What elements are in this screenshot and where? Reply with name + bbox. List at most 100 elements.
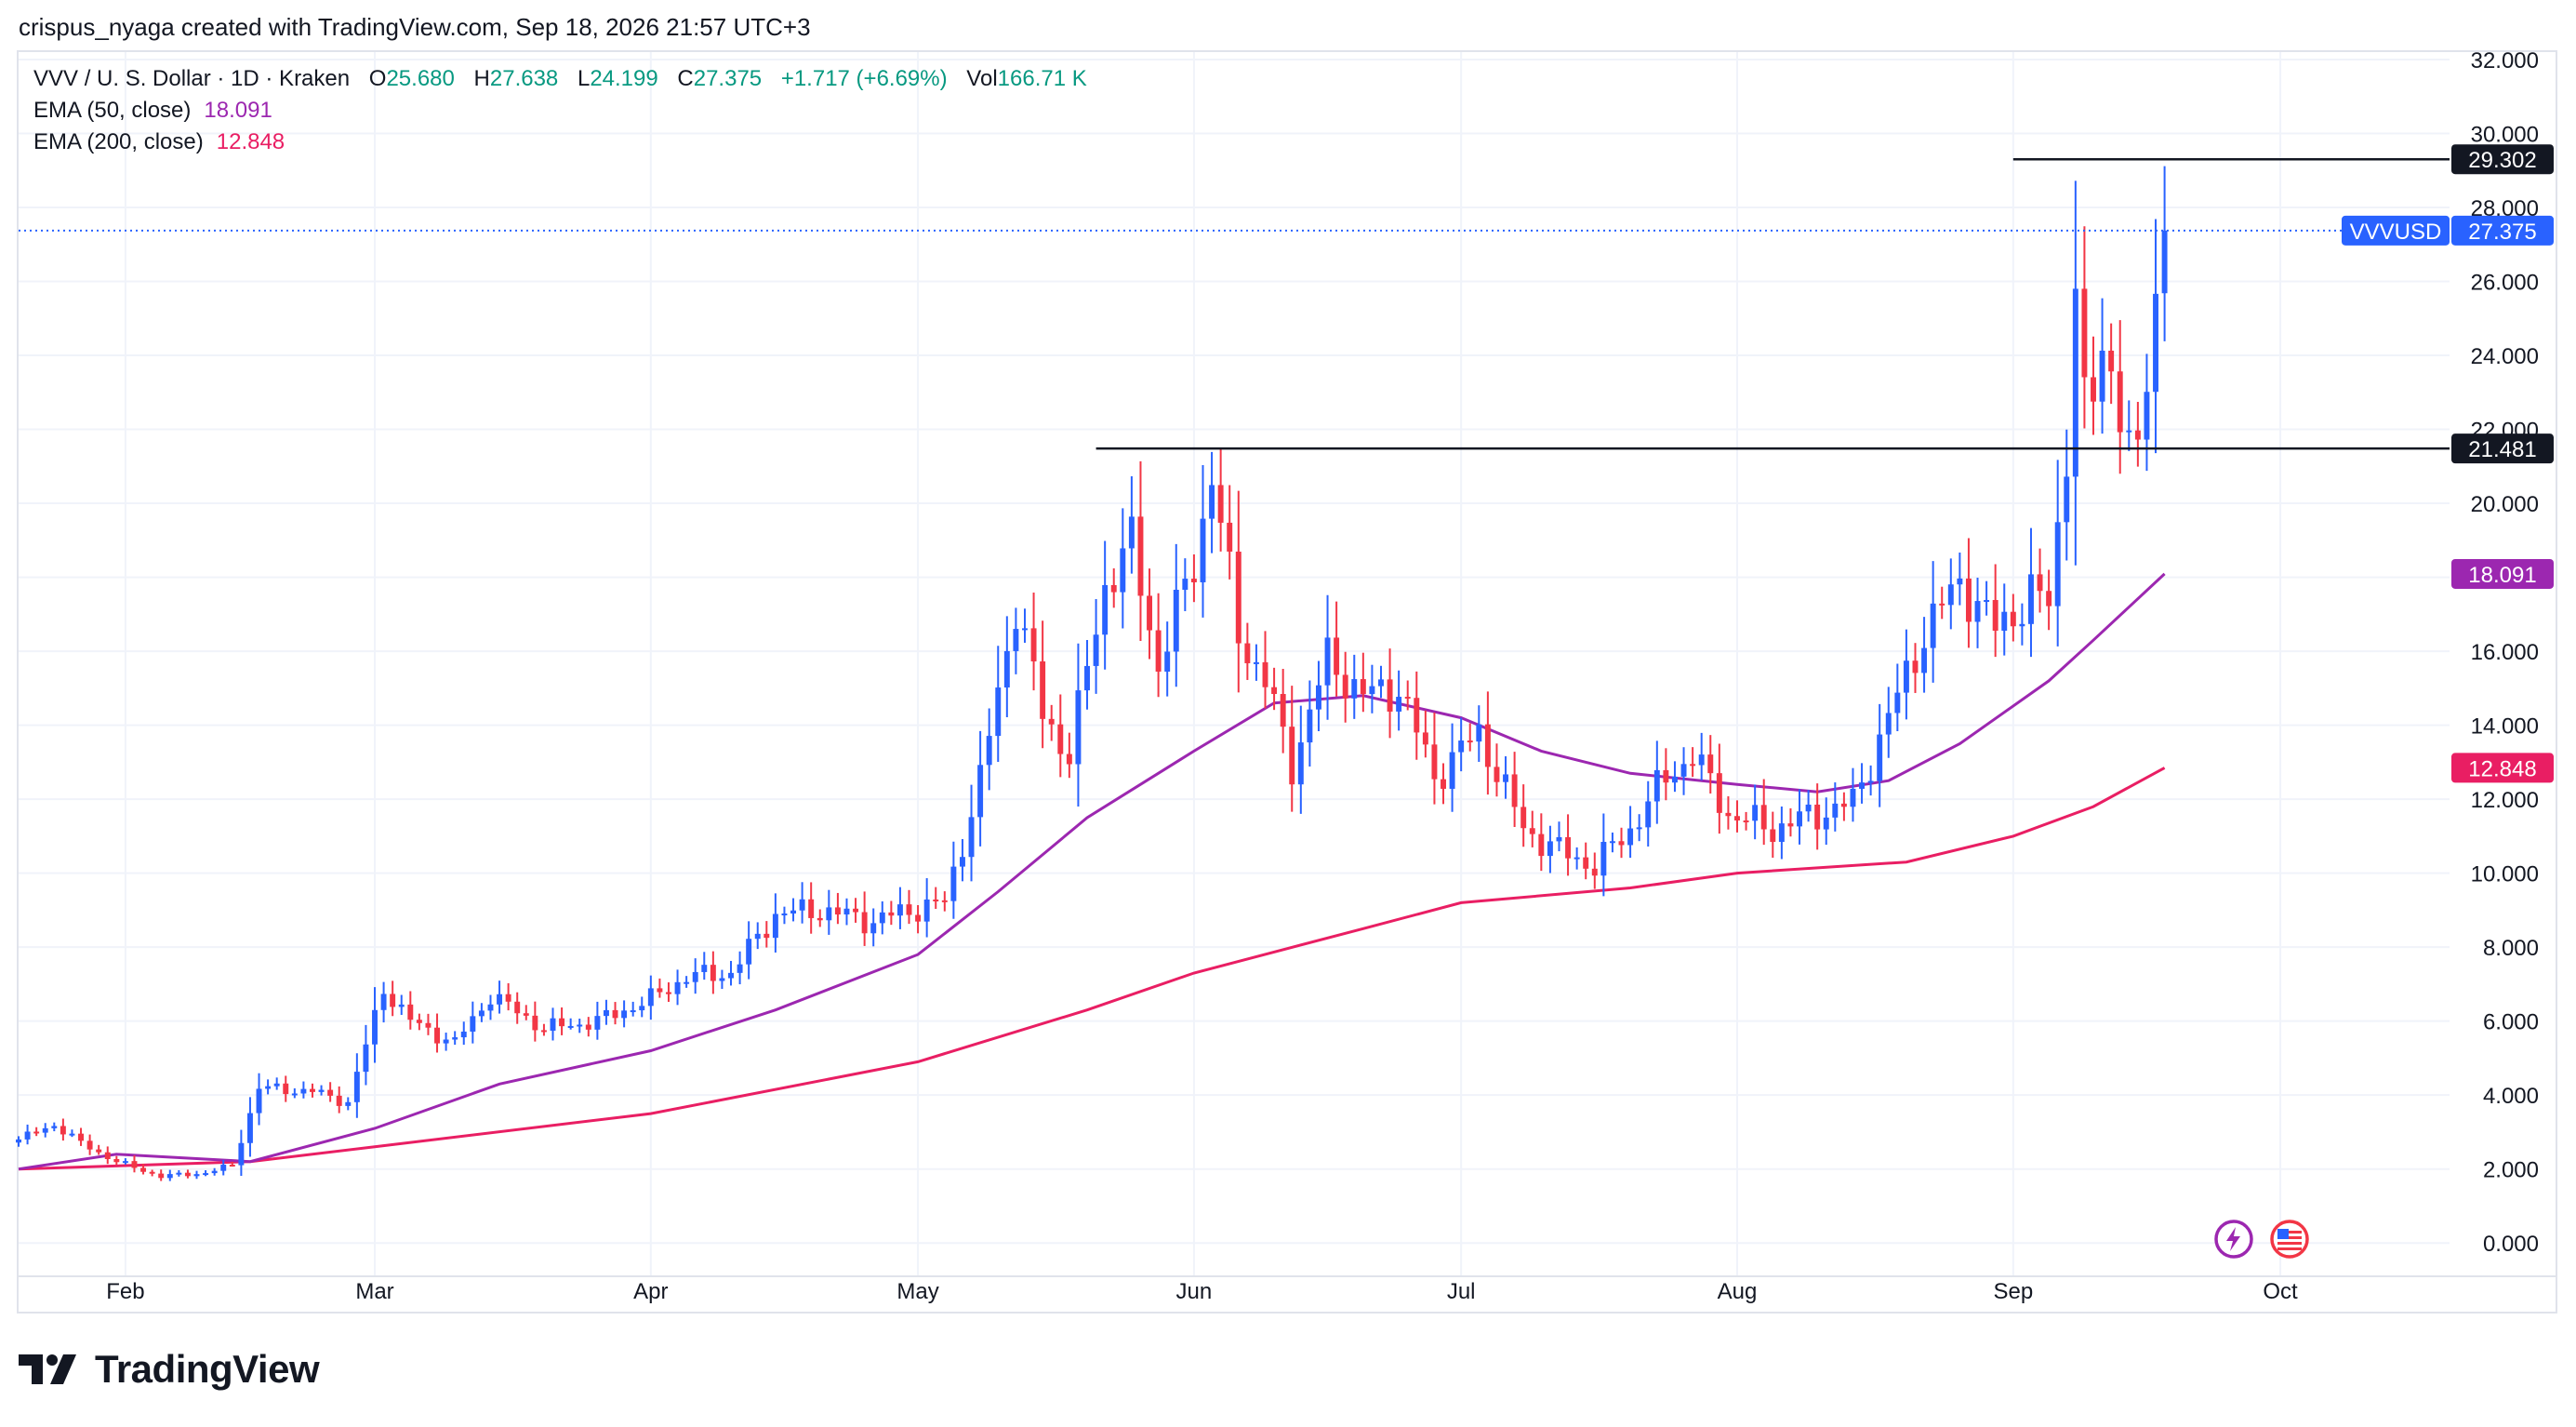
- candle-body: [603, 1009, 609, 1017]
- x-tick-label: Sep: [1993, 1279, 2033, 1304]
- candle-body: [781, 913, 788, 915]
- candle-body: [1244, 643, 1251, 663]
- grid-lines: [19, 52, 2450, 1276]
- x-tick-label: Feb: [106, 1279, 144, 1304]
- candle-body: [1636, 827, 1642, 830]
- tradingview-logo[interactable]: TradingView: [19, 1347, 320, 1392]
- candle-body: [1110, 584, 1117, 593]
- us-flag-icon[interactable]: [2269, 1219, 2310, 1260]
- candle-series: [16, 166, 2168, 1181]
- candle-body: [2072, 288, 2078, 477]
- candle-body: [336, 1095, 342, 1106]
- candle-body: [2091, 377, 2096, 402]
- candle-body: [790, 910, 797, 914]
- candle-body: [1013, 629, 1019, 651]
- candle-body: [834, 907, 841, 915]
- candle-body: [2099, 350, 2105, 402]
- candle-body: [2081, 288, 2088, 378]
- candle-body: [559, 1018, 565, 1027]
- legend-ema200: EMA (200, close) 12.848: [33, 127, 1087, 158]
- candle-body: [1396, 697, 1402, 712]
- candle-body: [1734, 816, 1740, 820]
- candle-body: [113, 1158, 120, 1163]
- legend-ema200-label: EMA (200, close): [33, 129, 204, 154]
- y-tick-label: 6.000: [2483, 1010, 2539, 1035]
- candle-body: [1912, 660, 1919, 673]
- candle-body: [24, 1131, 31, 1140]
- candle-body: [1823, 817, 1829, 830]
- candle-body: [1850, 788, 1856, 807]
- candle-body: [1511, 774, 1518, 807]
- candle-body: [478, 1010, 485, 1017]
- candle-body: [1342, 674, 1348, 699]
- candle-body: [701, 965, 708, 972]
- candle-body: [372, 1009, 378, 1045]
- candle-body: [407, 1004, 414, 1020]
- y-tick-label: 10.000: [2471, 862, 2539, 887]
- legend-low-label: L: [577, 66, 591, 91]
- candle-body: [1520, 807, 1527, 829]
- candle-body: [657, 988, 663, 993]
- y-tick-label: 20.000: [2471, 492, 2539, 517]
- candle-body: [505, 994, 511, 1002]
- candle-body: [2019, 623, 2025, 627]
- candle-body: [1645, 801, 1652, 828]
- candle-body: [684, 981, 690, 984]
- candle-body: [1441, 779, 1446, 789]
- candle-body: [158, 1173, 165, 1179]
- candle-body: [203, 1173, 209, 1176]
- ema200-tag-bg: [2451, 753, 2554, 783]
- candle-body: [1671, 776, 1678, 783]
- y-tick-label: 30.000: [2471, 122, 2539, 147]
- candle-body: [122, 1161, 128, 1164]
- candle-body: [452, 1037, 458, 1040]
- candle-body: [1369, 686, 1375, 695]
- candle-body: [131, 1161, 138, 1168]
- candle-body: [1200, 518, 1206, 582]
- y-tick-label: 8.000: [2483, 936, 2539, 961]
- candle-body: [1867, 780, 1874, 783]
- candle-body: [1155, 630, 1162, 672]
- candle-body: [2153, 293, 2158, 393]
- candle-body: [1503, 774, 1509, 782]
- candle-body: [193, 1174, 200, 1177]
- candle-body: [1084, 665, 1090, 691]
- candle-body: [1618, 841, 1625, 846]
- candle-body: [843, 908, 850, 915]
- candle-body: [16, 1139, 21, 1143]
- x-tick-label: May: [896, 1279, 938, 1304]
- candle-body: [577, 1024, 583, 1027]
- legend-high-label: H: [473, 66, 490, 91]
- candle-body: [246, 1113, 253, 1143]
- candle-body: [1921, 647, 1928, 673]
- brand-wordmark: TradingView: [95, 1347, 320, 1391]
- candle-body: [550, 1018, 556, 1031]
- legend-ema50-value: 18.091: [204, 98, 272, 123]
- candle-body: [915, 914, 922, 922]
- lightning-icon[interactable]: [2213, 1219, 2254, 1260]
- candle-body: [363, 1044, 369, 1073]
- candle-body: [1173, 590, 1179, 652]
- candle-body: [1022, 628, 1028, 631]
- candle-body: [737, 964, 743, 973]
- candle-body: [799, 899, 805, 911]
- level-tag-bg: [2451, 144, 2554, 175]
- candle-body: [1538, 834, 1545, 857]
- candle-body: [78, 1133, 84, 1141]
- candle-body: [647, 988, 654, 1007]
- candle-body: [1787, 823, 1794, 827]
- candle-body: [1832, 803, 1839, 818]
- attribution: crispus_nyaga created with TradingView.c…: [19, 13, 811, 41]
- candle-body: [33, 1131, 40, 1134]
- candle-body: [425, 1022, 432, 1028]
- candle-body: [2028, 574, 2034, 624]
- legend-symbol: VVV / U. S. Dollar · 1D · Kraken: [33, 66, 351, 91]
- candle-body: [1556, 836, 1562, 842]
- tradingview-mark-icon: [19, 1354, 76, 1384]
- candle-body: [470, 1016, 476, 1032]
- axes: 0.000 2.000 4.000 6.000 8.000 10.000 12.000 14.…: [19, 48, 2557, 1304]
- legend-close: 27.375: [693, 66, 763, 91]
- candle-body: [1743, 820, 1749, 822]
- candle-body: [1840, 803, 1847, 807]
